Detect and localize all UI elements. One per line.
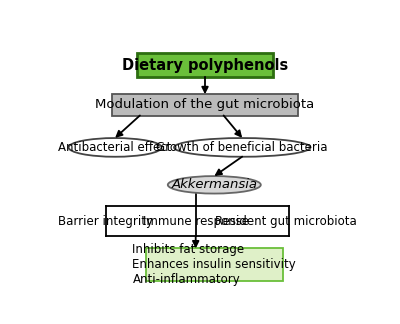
Text: Barrier integrity: Barrier integrity	[58, 214, 153, 227]
Text: Antibacterial effect: Antibacterial effect	[58, 141, 172, 154]
Text: Inhibits fat storage
Enhances insulin sensitivity
Anti-inflammatory: Inhibits fat storage Enhances insulin se…	[132, 243, 296, 286]
FancyBboxPatch shape	[137, 53, 273, 77]
FancyBboxPatch shape	[146, 249, 282, 281]
FancyBboxPatch shape	[112, 94, 298, 116]
Ellipse shape	[174, 138, 310, 157]
Text: Resident gut microbiota: Resident gut microbiota	[215, 214, 356, 227]
Ellipse shape	[168, 176, 261, 193]
Text: Immune response: Immune response	[143, 214, 249, 227]
Text: Akkermansia: Akkermansia	[171, 178, 257, 191]
Ellipse shape	[69, 138, 162, 157]
Text: Dietary polyphenols: Dietary polyphenols	[122, 58, 288, 73]
Text: Modulation of the gut microbiota: Modulation of the gut microbiota	[95, 98, 315, 111]
Text: Growth of beneficial bacteria: Growth of beneficial bacteria	[156, 141, 328, 154]
